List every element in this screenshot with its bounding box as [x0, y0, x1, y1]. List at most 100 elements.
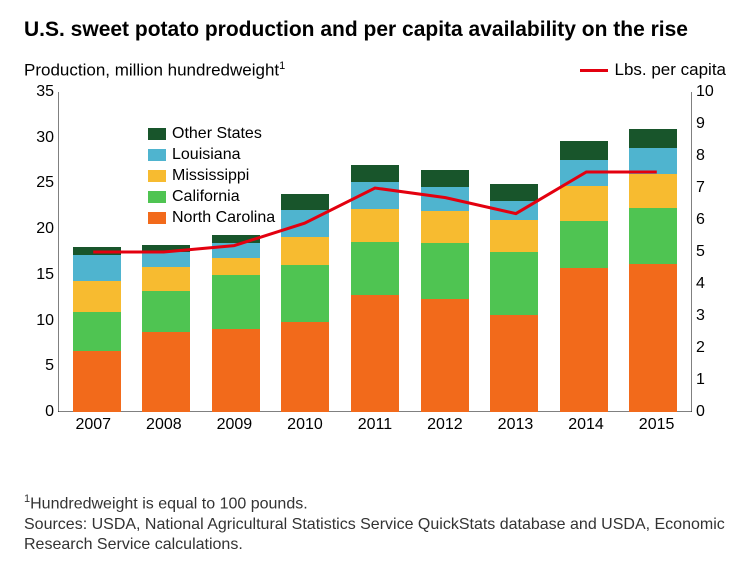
bar-segment — [281, 322, 329, 412]
y-left-tick: 20 — [24, 220, 54, 238]
y-left-axis-title-super: 1 — [279, 60, 285, 72]
x-tick-label: 2015 — [639, 416, 675, 434]
bar-segment — [421, 211, 469, 243]
y-right-tick: 4 — [696, 275, 726, 293]
page-title: U.S. sweet potato production and per cap… — [24, 18, 726, 42]
bar-segment — [142, 267, 190, 292]
y-left-axis-title-text: Production, million hundredweight — [24, 61, 279, 80]
x-tick-label: 2013 — [498, 416, 534, 434]
y-right-tick: 5 — [696, 243, 726, 261]
bar-segment — [421, 299, 469, 412]
legend-swatch-icon — [148, 170, 166, 182]
bar-segment — [351, 182, 399, 209]
bar-segment — [281, 194, 329, 210]
y-left-tick: 5 — [24, 357, 54, 375]
bar-segment — [490, 252, 538, 315]
x-tick-label: 2007 — [75, 416, 111, 434]
bar-segment — [212, 329, 260, 412]
footnote-1-text: Hundredweight is equal to 100 pounds. — [30, 495, 308, 512]
bar-segment — [629, 129, 677, 148]
bar — [212, 235, 260, 412]
bar-segment — [421, 170, 469, 187]
y-right-tick: 9 — [696, 115, 726, 133]
bar-segment — [351, 295, 399, 412]
bar — [281, 194, 329, 412]
bar-segment — [560, 221, 608, 269]
bar-segment — [142, 291, 190, 332]
bar — [351, 165, 399, 412]
bar-segment — [142, 245, 190, 252]
series-legend: Other StatesLouisianaMississippiCaliforn… — [148, 124, 275, 229]
y-right-tick: 6 — [696, 211, 726, 229]
bar-segment — [73, 247, 121, 254]
plot-area: Other StatesLouisianaMississippiCaliforn… — [58, 92, 692, 412]
legend-swatch-icon — [148, 128, 166, 140]
bar-segment — [73, 351, 121, 412]
y-left-tick: 15 — [24, 266, 54, 284]
bar — [490, 184, 538, 412]
y-axis-left: 05101520253035 — [24, 92, 54, 412]
sources: Sources: USDA, National Agricultural Sta… — [24, 515, 726, 556]
line-swatch-icon — [580, 69, 608, 72]
line-legend-label: Lbs. per capita — [614, 60, 726, 80]
chart: Production, million hundredweight1 Lbs. … — [24, 60, 726, 480]
bar-segment — [560, 186, 608, 221]
y-right-tick: 1 — [696, 371, 726, 389]
x-tick-label: 2014 — [568, 416, 604, 434]
bar-segment — [560, 160, 608, 187]
bar-segment — [73, 312, 121, 350]
bar-segment — [73, 281, 121, 312]
legend-label: California — [172, 187, 240, 207]
legend-row: California — [148, 187, 275, 207]
legend-label: North Carolina — [172, 208, 275, 228]
legend-swatch-icon — [148, 191, 166, 203]
y-right-tick: 8 — [696, 147, 726, 165]
bar-segment — [629, 264, 677, 412]
bar-segment — [212, 243, 260, 258]
y-left-tick: 30 — [24, 129, 54, 147]
bar-segment — [142, 332, 190, 412]
bar-segment — [281, 265, 329, 323]
y-left-tick: 35 — [24, 83, 54, 101]
bar-segment — [351, 209, 399, 242]
x-tick-label: 2012 — [427, 416, 463, 434]
legend-row: Louisiana — [148, 145, 275, 165]
bar — [560, 141, 608, 412]
bar — [142, 245, 190, 412]
legend-row: Other States — [148, 124, 275, 144]
x-tick-label: 2008 — [146, 416, 182, 434]
bar-segment — [490, 184, 538, 200]
bar — [73, 247, 121, 412]
chart-header: Production, million hundredweight1 Lbs. … — [24, 60, 726, 81]
x-axis: 200720082009201020112012201320142015 — [58, 416, 692, 434]
y-left-axis-title: Production, million hundredweight1 — [24, 60, 285, 81]
footnote-1: 1Hundredweight is equal to 100 pounds. — [24, 492, 726, 515]
y-left-tick: 25 — [24, 174, 54, 192]
legend-row: Mississippi — [148, 166, 275, 186]
legend-row: North Carolina — [148, 208, 275, 228]
bar-segment — [212, 258, 260, 275]
bar — [629, 129, 677, 412]
y-axis-right: 012345678910 — [696, 92, 726, 412]
y-right-tick: 7 — [696, 179, 726, 197]
x-tick-label: 2010 — [287, 416, 323, 434]
bar-segment — [629, 208, 677, 264]
legend-label: Louisiana — [172, 145, 241, 165]
bar-segment — [142, 252, 190, 267]
bar-segment — [212, 235, 260, 243]
bar-segment — [73, 255, 121, 282]
bar-segment — [281, 210, 329, 237]
bar-segment — [421, 187, 469, 211]
bar-segment — [212, 275, 260, 329]
y-left-tick: 0 — [24, 403, 54, 421]
bar-segment — [560, 141, 608, 159]
legend-label: Mississippi — [172, 166, 249, 186]
bar-segment — [629, 148, 677, 175]
bar-segment — [421, 243, 469, 299]
bar-segment — [490, 220, 538, 252]
bar-segment — [629, 174, 677, 208]
bar-segment — [490, 315, 538, 412]
x-tick-label: 2009 — [217, 416, 253, 434]
y-left-tick: 10 — [24, 312, 54, 330]
y-right-tick: 10 — [696, 83, 726, 101]
